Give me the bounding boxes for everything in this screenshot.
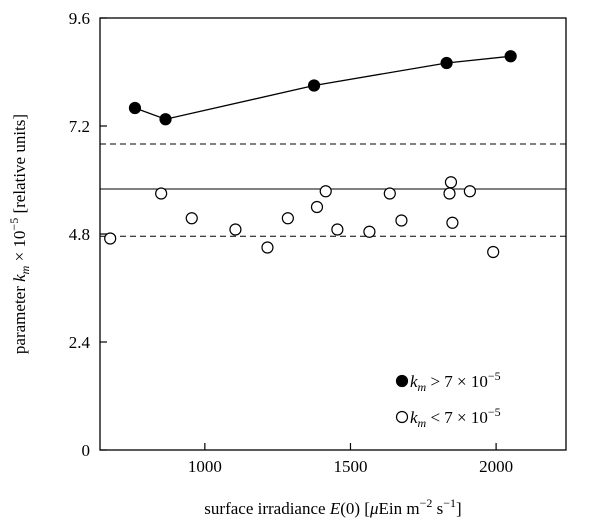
x-label-part: s: [432, 499, 443, 518]
legend-label-high: km > 7 × 10−5: [410, 369, 501, 394]
y-tick-label: 9.6: [69, 9, 90, 28]
data-point-open: [185, 212, 198, 225]
y-label-part: × 10: [10, 231, 29, 266]
legend-marker-filled: [395, 374, 409, 388]
data-point-filled: [159, 113, 172, 126]
data-point-open: [104, 232, 117, 245]
legend-superscript: −5: [488, 369, 501, 383]
legend-subscript: m: [418, 380, 427, 394]
data-point-open: [319, 185, 332, 198]
series-line: [134, 55, 511, 120]
y-label-part: parameter: [10, 282, 29, 354]
data-point-filled: [504, 50, 517, 63]
data-point-open: [281, 212, 294, 225]
legend: km > 7 × 10−5 km < 7 × 10−5: [395, 369, 501, 430]
x-label-superscript: −1: [443, 496, 456, 510]
y-tick-label: 2.4: [69, 333, 91, 352]
y-label-symbol: k: [10, 274, 29, 282]
x-label-part: μ: [369, 499, 379, 518]
x-tick-label: 2000: [479, 457, 513, 476]
x-tick-label: 1000: [188, 457, 222, 476]
legend-symbol: k: [410, 408, 418, 427]
legend-superscript: −5: [488, 405, 501, 419]
data-point-open: [383, 187, 396, 200]
legend-subscript: m: [418, 416, 427, 430]
data-point-open: [444, 176, 458, 189]
series-line-group: [134, 55, 511, 120]
data-point-filled: [128, 101, 142, 115]
x-label-superscript: −2: [420, 496, 433, 510]
legend-text-part: < 7 × 10: [426, 408, 488, 427]
data-point-filled: [440, 56, 453, 70]
data-point-open: [229, 223, 242, 236]
x-label-part: surface irradiance: [204, 499, 330, 518]
y-axis-label: parameter km × 10−5 [relative units]: [7, 114, 32, 354]
data-point-open: [463, 185, 476, 198]
data-point-open: [310, 200, 324, 214]
data-point-open: [443, 187, 456, 200]
data-point-open: [363, 225, 376, 238]
y-tick-label: 4.8: [69, 225, 90, 244]
x-axis-label: surface irradiance E(0) [μEin m−2 s−1]: [204, 496, 461, 518]
y-label-superscript: −5: [7, 218, 21, 231]
data-point-open: [395, 214, 408, 227]
data-point-open: [487, 245, 500, 259]
data-point-open: [331, 223, 344, 236]
x-label-part: Ein m: [379, 499, 420, 518]
x-label-part: ]: [456, 499, 462, 518]
y-tick-label: 7.2: [69, 117, 90, 136]
x-label-symbol: E: [329, 499, 341, 518]
y-label-part: [relative units]: [10, 114, 29, 218]
y-label-subscript: m: [18, 265, 32, 274]
y-tick-label: 0: [82, 441, 91, 460]
x-tick-label: 1500: [333, 457, 367, 476]
x-label-part: (0) [: [340, 499, 370, 518]
markers-group: [104, 50, 517, 259]
legend-symbol: k: [410, 372, 418, 391]
data-point-open: [155, 187, 168, 200]
data-point-open: [261, 241, 274, 254]
ticks-group: 0 2.4 4.8 7.2 9.6 1000 1500 2000: [69, 9, 513, 476]
legend-text-part: > 7 × 10: [426, 372, 488, 391]
reference-lines: [100, 143, 566, 237]
data-point-open: [446, 216, 459, 229]
legend-marker-open: [395, 410, 409, 424]
data-point-filled: [307, 79, 321, 92]
legend-label-low: km < 7 × 10−5: [410, 405, 501, 430]
